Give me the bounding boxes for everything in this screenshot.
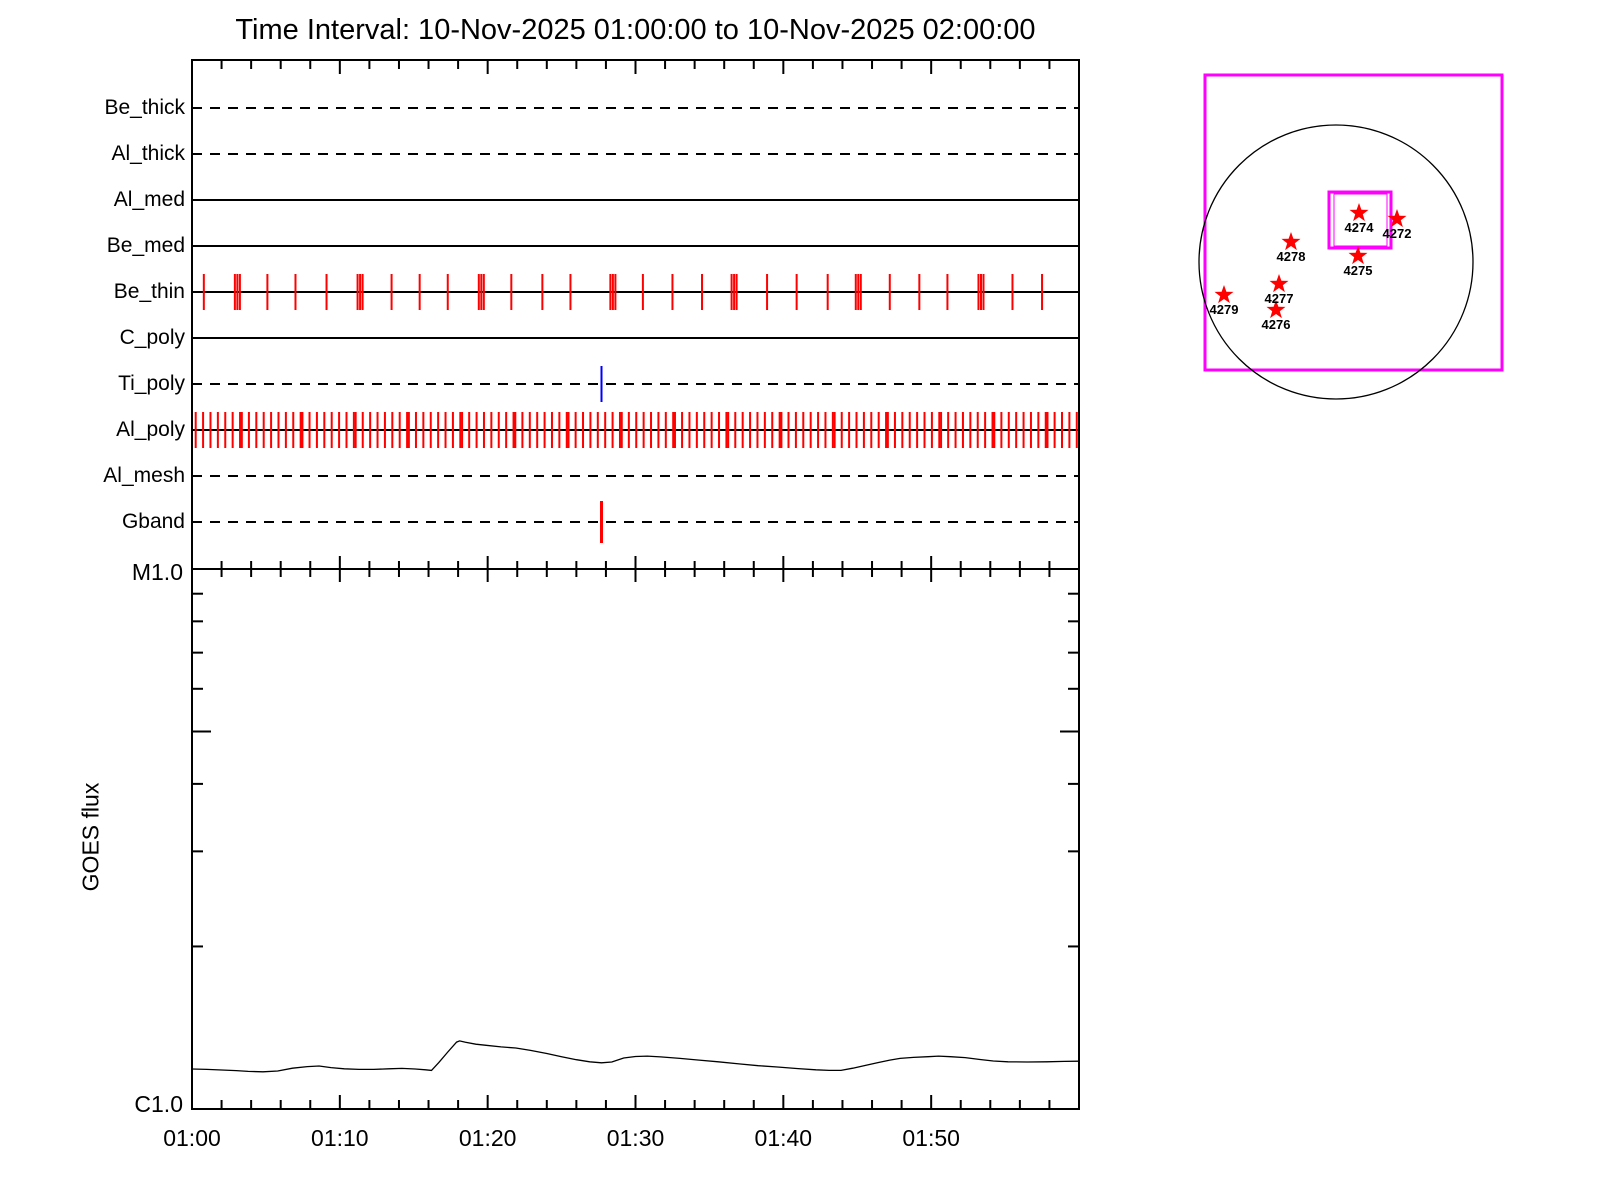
filter-label-Al_mesh: Al_mesh <box>103 464 185 487</box>
fov-box-inner <box>1327 190 1393 250</box>
x-axis-tick-label: 01:10 <box>311 1125 369 1151</box>
filter-label-Al_med: Al_med <box>113 188 185 211</box>
filter-label-Be_med: Be_med <box>106 234 185 257</box>
page-title: Time Interval: 10-Nov-2025 01:00:00 to 1… <box>235 14 1036 46</box>
active-region-star-4278 <box>1281 232 1301 251</box>
goes-y-top-label: M1.0 <box>131 559 183 585</box>
active-region-star-4277 <box>1269 274 1289 293</box>
goes-y-bottom-label: C1.0 <box>134 1091 183 1117</box>
filter-label-Al_thick: Al_thick <box>111 142 185 165</box>
active-region-star-4275 <box>1348 246 1368 265</box>
timeline-panel-frame <box>191 59 1080 570</box>
filter-label-Gband: Gband <box>121 510 185 533</box>
active-region-star-4274 <box>1349 203 1369 222</box>
active-region-label-4279: 4279 <box>1209 302 1239 317</box>
x-axis-tick-label: 01:40 <box>754 1125 813 1151</box>
goes-flux-curve <box>191 1040 1080 1073</box>
x-axis-tick-label: 01:00 <box>163 1125 221 1151</box>
sun-limb-circle <box>1198 124 1474 400</box>
goes-panel-frame <box>191 568 1080 1110</box>
active-region-star-4279 <box>1214 285 1234 304</box>
filter-label-Be_thin: Be_thin <box>113 280 185 303</box>
filter-label-C_poly: C_poly <box>119 326 185 349</box>
x-axis-tick-label: 01:30 <box>606 1125 665 1151</box>
x-axis-tick-label: 01:20 <box>458 1125 517 1151</box>
active-region-label-4276: 4276 <box>1261 317 1291 332</box>
active-region-label-4274: 4274 <box>1344 220 1374 235</box>
fov-box-inner-2 <box>1333 193 1388 247</box>
goes-axis-title: GOES flux <box>77 782 104 892</box>
x-axis-tick-label: 01:50 <box>902 1125 960 1151</box>
active-region-label-4278: 4278 <box>1276 249 1306 264</box>
active-region-star-4276 <box>1266 300 1286 319</box>
active-region-label-4275: 4275 <box>1343 263 1373 278</box>
filter-label-Ti_poly: Ti_poly <box>118 372 185 395</box>
active-region-star-4272 <box>1387 209 1407 228</box>
filter-label-Al_poly: Al_poly <box>116 418 185 441</box>
active-region-label-4277: 4277 <box>1264 291 1294 306</box>
filter-label-Be_thick: Be_thick <box>104 96 185 119</box>
active-region-label-4272: 4272 <box>1382 226 1412 241</box>
